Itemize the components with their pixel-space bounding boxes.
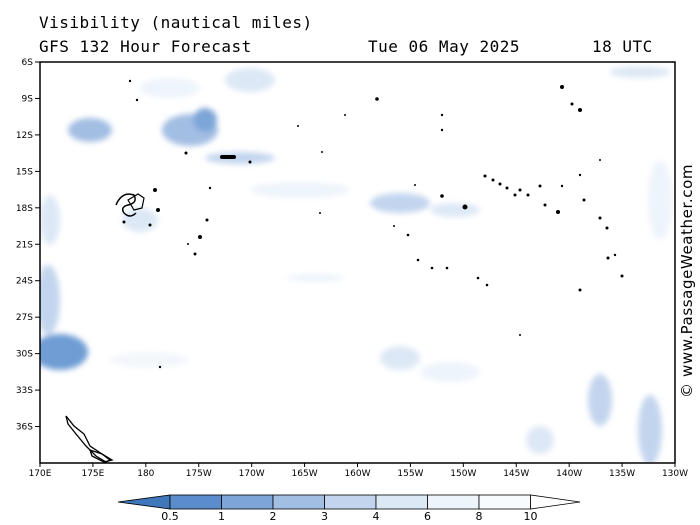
lat-label: 24S xyxy=(16,277,33,287)
lat-label: 6S xyxy=(22,58,34,68)
colorbar-label: 10 xyxy=(524,510,538,523)
lon-label: 155W xyxy=(397,469,423,479)
lon-label: 170W xyxy=(239,469,265,479)
lon-label: 170E xyxy=(29,469,52,479)
map-title-variable: Visibility (nautical miles) xyxy=(39,13,313,32)
colorbar-label: 3 xyxy=(321,510,328,523)
land-outlines xyxy=(65,79,624,463)
colorbar-label: 6 xyxy=(424,510,431,523)
lat-label: 36S xyxy=(16,423,33,433)
passageweather-credit: © www.PassageWeather.com xyxy=(678,163,696,398)
colorbar-label: 0.5 xyxy=(161,510,179,523)
longitude-axis: 170E 175E 180 175W 170W 165W 160W 155W 150W 145W 1… xyxy=(29,463,688,479)
lat-label: 27S xyxy=(16,313,33,323)
lon-label: 135W xyxy=(609,469,635,479)
visibility-colorbar: 0.5 1 2 3 4 6 8 10 xyxy=(117,494,581,523)
colorbar-segment xyxy=(427,494,480,510)
lon-label: 180 xyxy=(137,469,154,479)
colorbar-segment xyxy=(478,494,531,510)
visibility-shading xyxy=(40,66,672,463)
map-title-date: Tue 06 May 2025 xyxy=(368,37,520,56)
colorbar-segment xyxy=(324,494,377,510)
colorbar-label: 2 xyxy=(270,510,277,523)
colorbar-label: 1 xyxy=(218,510,225,523)
lon-label: 130W xyxy=(662,469,688,479)
lon-label: 165W xyxy=(292,469,318,479)
latitude-axis: 6S 9S 12S 15S 18S 21S 24S 27S 30S 33S 36S xyxy=(16,58,40,433)
lon-label: 140W xyxy=(556,469,582,479)
map-title-time: 18 UTC xyxy=(592,37,653,56)
lon-label: 150W xyxy=(450,469,476,479)
colorbar-segment xyxy=(375,494,428,510)
lon-label: 175W xyxy=(186,469,212,479)
colorbar-segment xyxy=(169,494,222,510)
lon-label: 160W xyxy=(344,469,370,479)
colorbar-label: 8 xyxy=(476,510,483,523)
lat-label: 12S xyxy=(16,131,33,141)
map-frame xyxy=(39,61,676,464)
lat-label: 18S xyxy=(16,204,33,214)
colorbar-arrow-low xyxy=(117,494,171,510)
colorbar-segment xyxy=(221,494,274,510)
lat-label: 21S xyxy=(16,240,33,250)
lat-label: 30S xyxy=(16,350,33,360)
lat-label: 33S xyxy=(16,386,33,396)
colorbar-arrow-high xyxy=(530,494,581,510)
lon-label: 145W xyxy=(503,469,529,479)
lat-label: 9S xyxy=(22,94,34,104)
lat-label: 15S xyxy=(16,167,33,177)
map-title-model: GFS 132 Hour Forecast xyxy=(39,37,252,56)
colorbar-label: 4 xyxy=(373,510,380,523)
lon-label: 175E xyxy=(81,469,104,479)
colorbar-segment xyxy=(272,494,325,510)
